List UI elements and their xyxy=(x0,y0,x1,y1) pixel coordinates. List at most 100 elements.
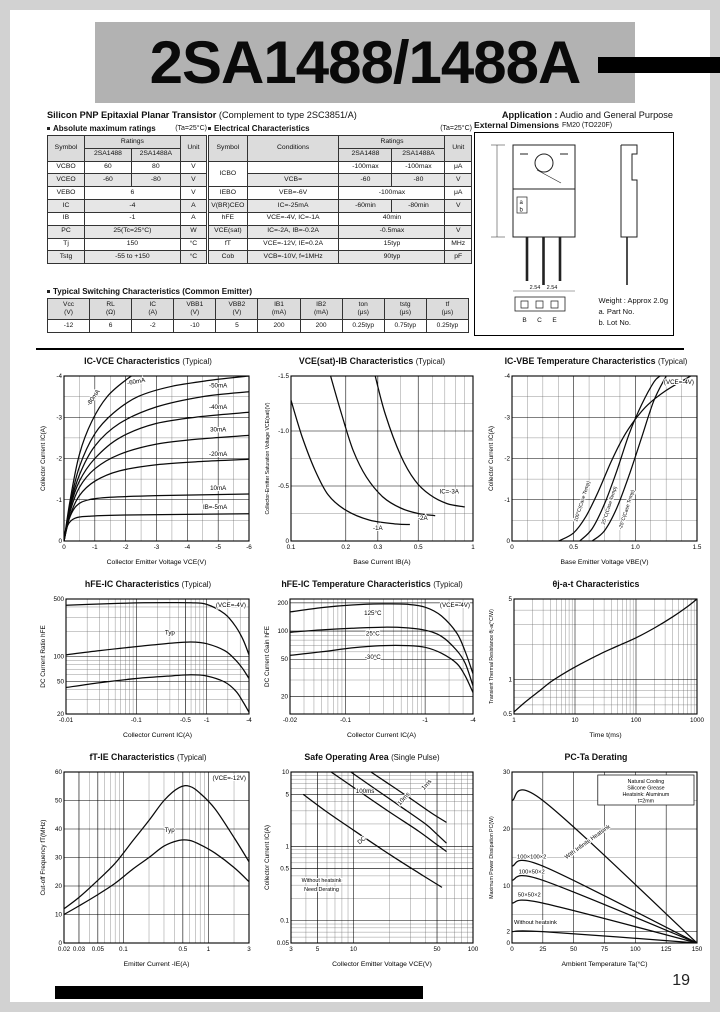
x-tick-label: 5 xyxy=(316,946,320,953)
curve-label: 10mA xyxy=(210,485,227,492)
x-axis-label: Ambient Temperature Ta(°C) xyxy=(562,960,648,968)
y-tick-label: -4 xyxy=(56,373,62,380)
scan-bar-top xyxy=(598,57,720,73)
curve-label: -2A xyxy=(418,515,429,522)
pin-label-emitter: E xyxy=(552,317,557,324)
table-row: IEBO VEB=-6V -100max μA xyxy=(208,186,472,201)
curve-100x100x2 xyxy=(512,859,697,943)
legend-box xyxy=(597,774,695,806)
curve-25C xyxy=(579,376,661,541)
curve-without-heatsink xyxy=(512,930,697,943)
table-row: fT VCE=-12V, IE=0.2A 15typ MHz xyxy=(208,237,472,252)
x-tick-label: 100 xyxy=(468,946,479,953)
y-tick-label: -1.0 xyxy=(278,428,289,435)
y-tick-label: 200 xyxy=(277,600,288,607)
chart-ic-vce: IC-VCE Characteristics (Typical) 0 -1 -2 -3… xyxy=(38,356,258,567)
x-tick-label: -1 xyxy=(422,717,428,724)
x-tick-label: 10 xyxy=(571,717,579,724)
x-tick-label: -1 xyxy=(92,544,98,551)
x-tick-label: -4 xyxy=(470,717,476,724)
curve-label: 125°C xyxy=(364,610,382,617)
y-tick-label: 0.1 xyxy=(280,918,289,925)
electrical-table: Symbol Conditions Ratings Unit 2SA1488 2SA14… xyxy=(208,135,472,265)
plot-border xyxy=(65,598,250,715)
x-tick-label: 1000 xyxy=(690,717,705,724)
x-tick-label: -0.1 xyxy=(131,717,142,724)
plot-border xyxy=(63,375,250,542)
curve-typ xyxy=(66,641,249,679)
tick-labels: 3 5 10 50 100 0.05 0.1 0.5 1 5 10 xyxy=(277,769,479,953)
x-tick-label: 0.2 xyxy=(341,544,350,551)
y-tick-label: -3 xyxy=(56,414,62,421)
chart-annotation: (VCE=-4V) xyxy=(664,379,694,386)
pinout-outline xyxy=(514,296,566,312)
section-bullet-icon xyxy=(208,127,211,130)
grid-major xyxy=(513,598,698,715)
table-row: Tstg -55 to +150 °C xyxy=(46,250,208,265)
curve-label: -30°C xyxy=(365,654,381,661)
x-tick-label: 75 xyxy=(601,946,609,953)
grid-major xyxy=(290,771,474,944)
curve--25C xyxy=(591,376,667,541)
legend-line: t=2mm xyxy=(638,799,655,805)
chart-ft-ie: fT-IE Characteristics (Typical) 0.02 0.03… xyxy=(38,752,258,969)
table-row: VCEO -60 -80 V xyxy=(46,173,208,188)
chart-annotation: (VCE=-4V) xyxy=(440,602,470,609)
table-row: VCB= -60 -80 V xyxy=(209,173,472,188)
tick-labels: -0.02 -0.1 -1 -4 20 50 100 200 xyxy=(277,600,476,724)
external-dimensions-section: External Dimensions FM20 (TO220F) xyxy=(474,120,674,336)
mounting-hole xyxy=(534,153,554,173)
table-row: Cob VCB=-10V, f=1MHz 90typ pF xyxy=(208,250,472,265)
chart-soa: Safe Operating Area (Single Pulse) 3 5 10 5… xyxy=(262,752,482,969)
chart-canvas-soa: 3 5 10 50 100 0.05 0.1 0.5 1 5 10 Collector Emitter… xyxy=(264,769,479,968)
chart-hfe-ic: hFE-IC Characteristics (Typical) -0.01 -0… xyxy=(38,579,258,740)
pin-label-collector: C xyxy=(537,317,542,324)
plot-border xyxy=(511,771,698,944)
x-tick-label: -0.01 xyxy=(59,717,74,724)
leads xyxy=(525,237,562,285)
y-tick-label: 100 xyxy=(277,628,288,635)
switching-title: Typical Switching Characteristics (Commo… xyxy=(47,287,469,296)
curve--1A xyxy=(291,400,410,526)
section-bullet-icon xyxy=(47,290,50,293)
y-axis-label: Collector-Emitter Saturation Voltage VCE… xyxy=(265,402,271,514)
plot-border xyxy=(289,598,474,715)
part-no-note: a. Part No. xyxy=(598,307,635,317)
switching-section: Typical Switching Characteristics (Commo… xyxy=(46,287,470,333)
curve-label: IB=-5mA xyxy=(203,504,228,511)
chart-vcesat-ib: VCE(sat)-IB Characteristics (Typical) 0.… xyxy=(262,356,482,567)
x-tick-label: 3 xyxy=(289,946,293,953)
series-group xyxy=(66,601,249,713)
y-tick-label: 1 xyxy=(508,676,512,683)
page-number: 19 xyxy=(672,972,690,989)
y-axis-label: Collector Current IC(A) xyxy=(488,426,495,491)
legend-line: Heatsink: Aluminum xyxy=(622,792,669,798)
chart-canvas-ic-vbe: 0 0.5 1.0 1.5 0 -1 -2 -3 -4 Base Emitter Voltage … xyxy=(488,373,702,566)
x-tick-label: 0.1 xyxy=(287,544,296,551)
y-tick-label: -4 xyxy=(504,373,510,380)
curve-10ms xyxy=(350,772,447,844)
x-tick-label: 0 xyxy=(510,946,514,953)
lead-pitch-dim: 2.54 xyxy=(547,285,558,291)
grid-major xyxy=(289,599,474,714)
chart-title: hFE-IC Temperature Characteristics (Typi… xyxy=(281,579,463,589)
marking-a: a xyxy=(520,200,524,206)
y-tick-label: 30 xyxy=(503,769,511,776)
y-tick-label: -2 xyxy=(504,456,510,463)
y-tick-label: 5 xyxy=(285,791,289,798)
curve-max xyxy=(64,785,249,910)
curve--5mA xyxy=(64,513,249,541)
page: 2SA1488/1488A Silicon PNP Epitaxial Plan… xyxy=(10,10,710,1002)
y-tick-label: 10 xyxy=(503,883,511,890)
plot-border xyxy=(513,598,698,715)
table-row: VCE(sat) IC=-2A, IB=-0.2A -0.5max V xyxy=(208,224,472,239)
tick-labels: 0 -1 -2 -3 -4 -5 -6 0 -1 -2 -3 -4 xyxy=(56,373,252,551)
curve-label: 100ms xyxy=(356,788,375,795)
x-tick-label: 1 xyxy=(207,946,211,953)
curve-100C xyxy=(558,376,692,541)
y-axis-label: Collector Current IC(A) xyxy=(264,825,271,890)
y-tick-label: 20 xyxy=(503,826,511,833)
chart-title: Safe Operating Area (Single Pulse) xyxy=(304,752,440,762)
y-tick-label: -1 xyxy=(504,497,510,504)
x-axis-label: Collector Current IC(A) xyxy=(123,732,192,739)
